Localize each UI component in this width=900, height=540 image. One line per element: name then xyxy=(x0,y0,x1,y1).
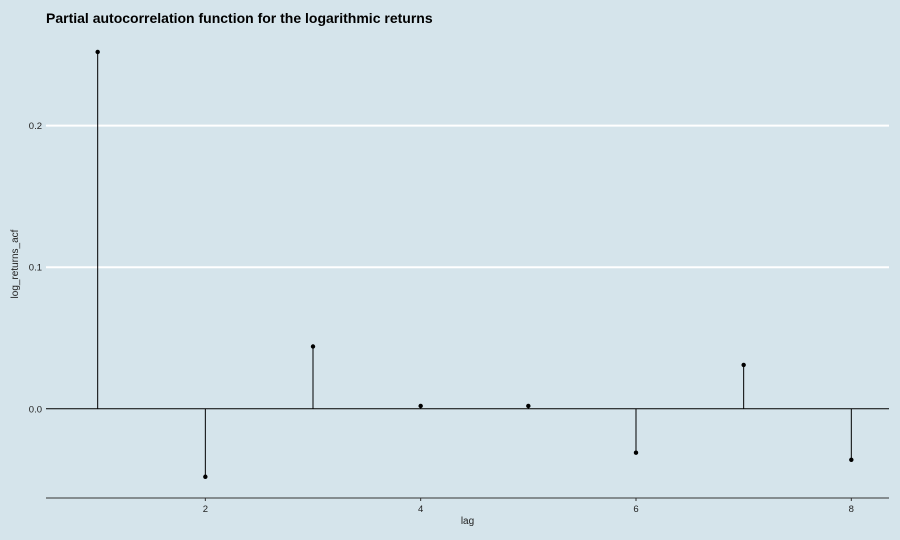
gridlines xyxy=(46,124,889,269)
axes xyxy=(46,408,889,501)
pacf-point xyxy=(633,450,639,455)
points xyxy=(95,49,854,479)
pacf-point xyxy=(526,403,531,409)
y-tick-label: 0.2 xyxy=(29,121,42,132)
pacf-point xyxy=(310,344,316,349)
chart-title: Partial autocorrelation function for the… xyxy=(46,10,433,26)
x-tick-label: 8 xyxy=(849,504,854,515)
y-axis-label: log_returns_acf xyxy=(10,229,21,298)
pacf-point xyxy=(849,457,854,462)
x-axis-label: lag xyxy=(461,516,474,527)
stems xyxy=(97,51,852,477)
tick-labels: 0.0 0.1 0.2 2 4 6 8 xyxy=(29,121,854,515)
pacf-point xyxy=(741,362,746,368)
pacf-point xyxy=(418,403,423,409)
x-tick-label: 2 xyxy=(203,504,208,515)
y-tick-label: 0.0 xyxy=(29,404,42,415)
pacf-point xyxy=(95,49,100,55)
y-tick-label: 0.1 xyxy=(29,263,42,274)
pacf-point xyxy=(203,474,208,479)
x-tick-label: 6 xyxy=(633,504,638,515)
x-tick-label: 4 xyxy=(418,504,423,515)
